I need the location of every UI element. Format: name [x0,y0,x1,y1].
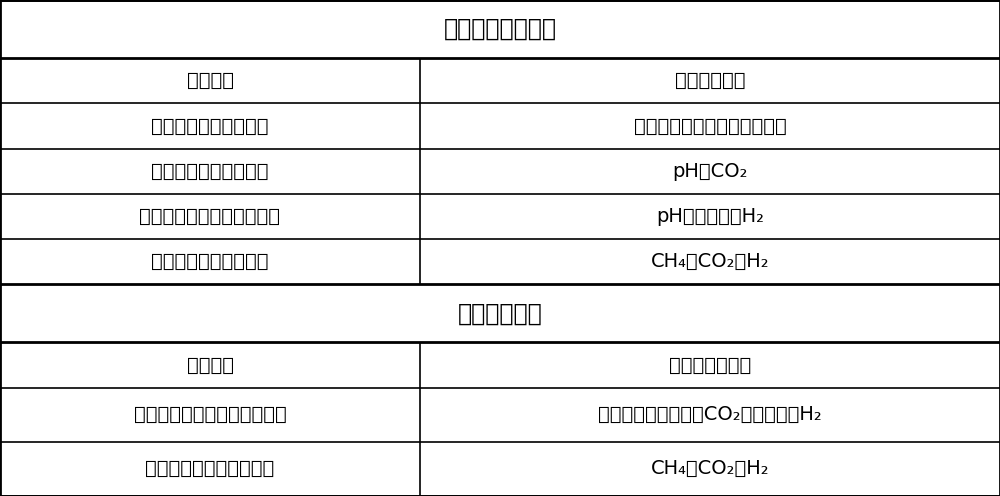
Text: pH、乙酸根、H₂: pH、乙酸根、H₂ [656,207,764,226]
Text: 水解菌系鉴定培育单元: 水解菌系鉴定培育单元 [151,117,269,135]
Text: CH₄、CO₂、H₂: CH₄、CO₂、H₂ [651,459,769,479]
Text: CH₄、CO₂、H₂: CH₄、CO₂、H₂ [651,252,769,271]
Text: 产乙酸产氢菌鉴定培育单元: 产乙酸产氢菌鉴定培育单元 [140,207,280,226]
Text: 蜡基质官能团变化、分馏特征: 蜡基质官能团变化、分馏特征 [634,117,786,135]
Text: 产甲烷菌鉴定培育单元: 产甲烷菌鉴定培育单元 [151,252,269,271]
Text: 煤基有机质降解能力鉴定单元: 煤基有机质降解能力鉴定单元 [134,405,286,424]
Text: 功能分类: 功能分类 [186,356,234,374]
Text: 功能性培养基培育: 功能性培养基培育 [444,17,556,41]
Text: 煤基培育单元: 煤基培育单元 [458,302,542,325]
Text: 关键测定因素: 关键测定因素 [675,71,745,90]
Text: 煤基质气化能力鉴定单元: 煤基质气化能力鉴定单元 [145,459,275,479]
Text: pH、CO₂: pH、CO₂ [672,162,748,181]
Text: 功能分类: 功能分类 [186,71,234,90]
Text: 煤基质挥发分变化、CO₂、乙酸根、H₂: 煤基质挥发分变化、CO₂、乙酸根、H₂ [598,405,822,424]
Text: 发酵菌系鉴定培育单元: 发酵菌系鉴定培育单元 [151,162,269,181]
Text: 消耗与产出测定: 消耗与产出测定 [669,356,751,374]
